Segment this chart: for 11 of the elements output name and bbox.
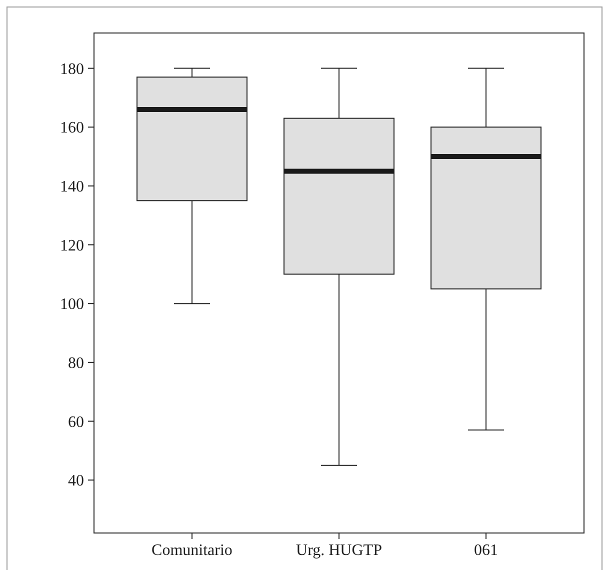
y-tick-label: 140 xyxy=(60,178,84,196)
y-tick-label: 60 xyxy=(68,414,84,431)
x-tick-label: 061 xyxy=(474,542,498,559)
y-tick-label: 180 xyxy=(60,60,84,78)
y-tick-label: 80 xyxy=(68,355,84,372)
y-tick-label: 160 xyxy=(60,120,84,137)
x-tick-label: Urg. HUGTP xyxy=(296,542,382,559)
x-tick-label: Comunitario xyxy=(152,542,232,559)
y-tick-label: 100 xyxy=(60,296,84,314)
y-tick-label: 120 xyxy=(60,237,84,254)
y-tick-label: 40 xyxy=(68,472,84,490)
